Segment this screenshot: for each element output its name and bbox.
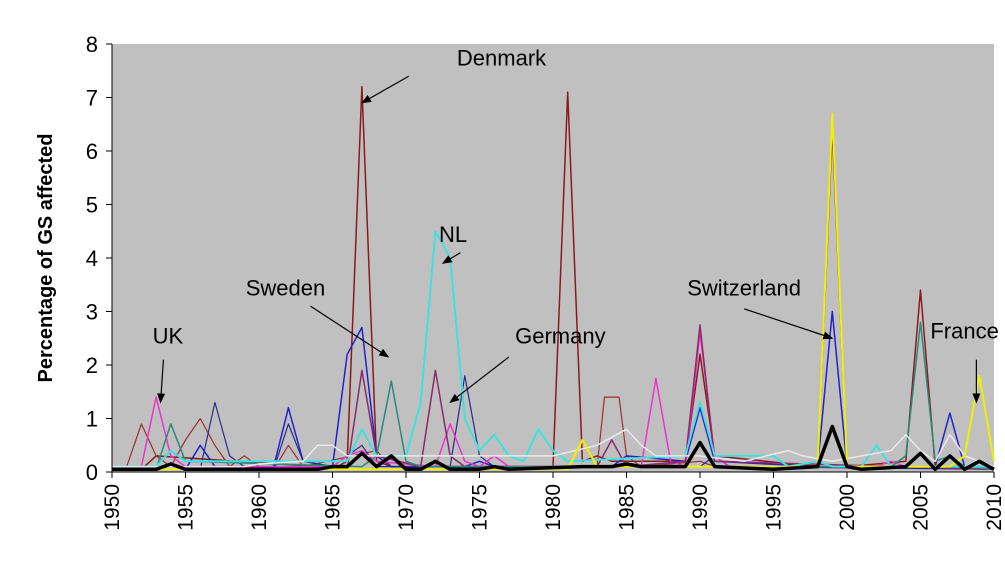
- y-tick-label: 5: [86, 193, 98, 218]
- plot-background: [112, 44, 994, 472]
- x-tick-label: 1985: [616, 484, 639, 531]
- annotation-arrow: [449, 356, 510, 404]
- y-tick-label: 2: [86, 353, 98, 378]
- annotation-arrow: [310, 305, 390, 358]
- y-tick-label: 3: [86, 300, 98, 325]
- annotation-label: UK: [153, 324, 184, 349]
- y-tick-label: 7: [86, 86, 98, 111]
- y-tick-label: 6: [86, 139, 98, 164]
- x-tick-label: 2000: [836, 484, 859, 531]
- annotation-arrow: [157, 359, 166, 404]
- series-line-6: [112, 321, 995, 471]
- annotation-label: Sweden: [246, 275, 326, 300]
- y-axis-title: Percentage of GS affected: [35, 134, 57, 383]
- x-tick-label: 1965: [322, 484, 345, 531]
- annotation-label: Germany: [515, 324, 605, 349]
- x-tick-label: 1970: [395, 484, 418, 531]
- series-line-10: [112, 424, 995, 472]
- y-tick-label: 0: [86, 460, 98, 485]
- x-tick-label: 1990: [689, 484, 712, 531]
- series-line-8: [112, 428, 995, 468]
- x-tick-label: 2010: [983, 484, 1005, 531]
- x-tick-label: 1950: [101, 484, 124, 531]
- y-tick-label: 8: [86, 32, 98, 57]
- series-line-2: [112, 310, 995, 471]
- annotation-label: Switzerland: [687, 275, 801, 300]
- series-layer: [111, 86, 995, 472]
- x-tick-label: 1955: [175, 484, 198, 531]
- axis-layer: 0 1 2 3 4 5 6 7 8 1950 1955 1960 1965 1970 1975 1980 198…: [86, 32, 1005, 531]
- annotation-layer: Denmark NL Sweden UK Germany Switzerland Franc…: [153, 45, 999, 404]
- x-tick-label: 1975: [469, 484, 492, 531]
- annotation-label: Denmark: [457, 45, 547, 70]
- annotation-arrow: [743, 308, 834, 340]
- series-line-9: [112, 112, 995, 471]
- y-tick-label: 1: [86, 407, 98, 432]
- annotation-label: France: [930, 318, 998, 343]
- x-tick-label: 2005: [910, 484, 933, 531]
- y-tick-label: 4: [86, 246, 98, 271]
- annotation-label: NL: [439, 222, 467, 247]
- x-tick-label: 1980: [542, 484, 565, 531]
- annotation-arrow: [361, 75, 410, 104]
- x-tick-label: 1960: [248, 484, 271, 531]
- x-tick-label: 1995: [763, 484, 786, 531]
- annotation-arrow: [441, 252, 461, 264]
